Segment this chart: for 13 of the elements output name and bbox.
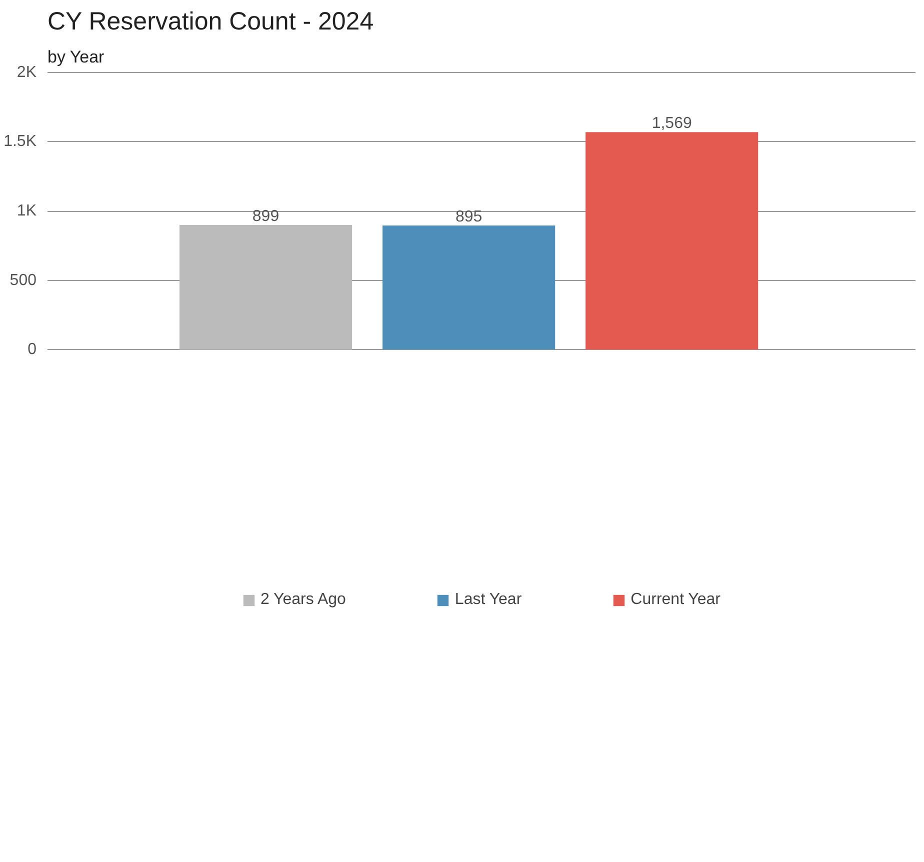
legend-label: 2 Years Ago (260, 591, 346, 609)
chart-subtitle: by Year (48, 48, 105, 66)
y-tick-label: 500 (10, 272, 37, 289)
y-tick-label: 1K (16, 202, 37, 220)
text: 895 (455, 208, 482, 226)
legend-label: Current Year (630, 591, 720, 609)
text: 899 (252, 208, 280, 226)
text: 1,569 (652, 115, 692, 132)
legend-label: Last Year (454, 591, 522, 609)
y-tick-label: 1.5K (4, 133, 37, 150)
y-tick-label: 0 (28, 341, 37, 358)
chart-title: CY Reservation Count - 2024 (48, 8, 374, 36)
y-tick-label: 2K (16, 64, 37, 81)
